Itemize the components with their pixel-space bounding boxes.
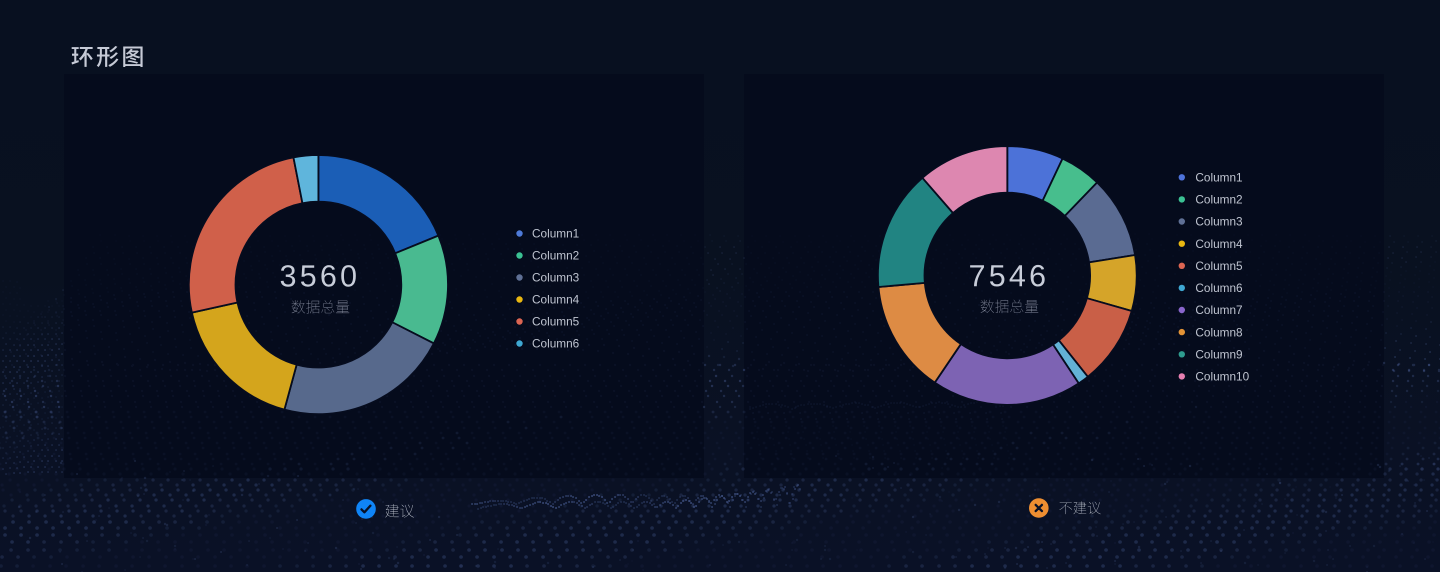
svg-text:Column2: Column2	[532, 249, 579, 263]
svg-text:Column5: Column5	[532, 315, 580, 329]
svg-text:Column7: Column7	[1195, 303, 1242, 317]
svg-text:Column3: Column3	[532, 271, 580, 285]
svg-text:Column5: Column5	[1195, 259, 1243, 273]
svg-text:Column9: Column9	[1195, 348, 1242, 362]
svg-text:Column8: Column8	[1195, 325, 1243, 339]
svg-text:Column3: Column3	[1195, 215, 1243, 229]
svg-text:Column6: Column6	[1195, 281, 1243, 295]
svg-text:Column1: Column1	[1195, 171, 1242, 185]
svg-text:Column2: Column2	[1195, 193, 1242, 207]
svg-text:Column4: Column4	[532, 293, 580, 307]
svg-text:Column6: Column6	[532, 337, 580, 351]
svg-text:Column10: Column10	[1195, 370, 1249, 384]
svg-text:Column1: Column1	[532, 227, 579, 241]
svg-text:Column4: Column4	[1195, 237, 1243, 251]
